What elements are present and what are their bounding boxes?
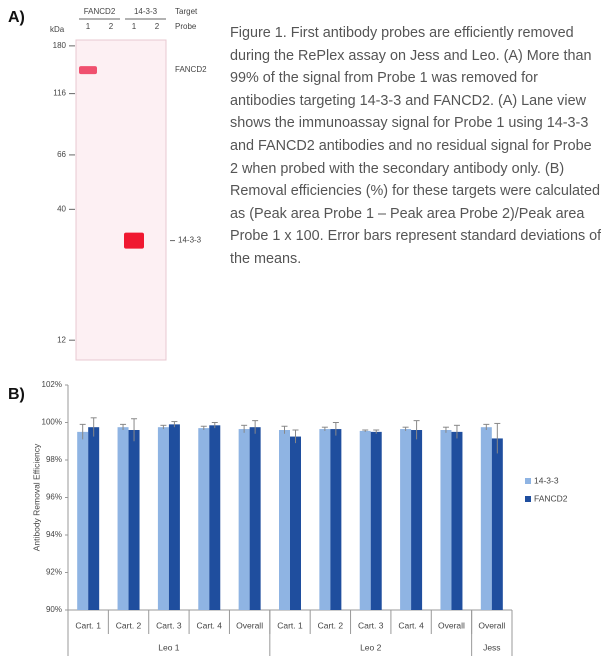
x-tick-label: Cart. 2 bbox=[116, 620, 142, 630]
y-axis-label: kDa bbox=[50, 25, 65, 34]
x-tick-label: Overall bbox=[478, 620, 505, 630]
bar bbox=[77, 432, 88, 610]
target-label: 14-3-3 bbox=[134, 7, 158, 16]
bar bbox=[290, 437, 301, 610]
probe-label: 1 bbox=[132, 22, 137, 31]
bar bbox=[250, 427, 261, 610]
probe-label: 1 bbox=[86, 22, 91, 31]
x-tick-label: Overall bbox=[236, 620, 263, 630]
y-tick-label: 92% bbox=[46, 568, 62, 577]
group-label: Leo 2 bbox=[360, 642, 382, 652]
page: A) B) kDa Target Probe 180116664012FANCD… bbox=[0, 0, 601, 656]
y-axis-label: Antibody Removal Efficiency bbox=[31, 443, 41, 551]
y-tick-label: 180 bbox=[53, 41, 67, 50]
probe-header: Probe bbox=[175, 22, 197, 31]
bar bbox=[400, 429, 411, 610]
band-label: FANCD2 bbox=[175, 65, 207, 74]
bar bbox=[279, 430, 290, 610]
bar bbox=[118, 427, 129, 610]
bar bbox=[371, 432, 382, 610]
target-label: FANCD2 bbox=[84, 7, 116, 16]
x-tick-label: Cart. 3 bbox=[358, 620, 384, 630]
group-label: Jess bbox=[483, 642, 500, 652]
bar bbox=[239, 429, 250, 610]
bar bbox=[169, 424, 180, 610]
probe-label: 2 bbox=[155, 22, 160, 31]
band bbox=[124, 233, 144, 249]
bar bbox=[129, 430, 140, 610]
bar bbox=[360, 431, 371, 610]
bar bbox=[88, 427, 99, 610]
probe-label: 2 bbox=[109, 22, 114, 31]
bar bbox=[411, 430, 422, 610]
legend-label: 14-3-3 bbox=[534, 475, 559, 485]
x-tick-label: Cart. 4 bbox=[197, 620, 223, 630]
y-tick-label: 96% bbox=[46, 493, 62, 502]
bar bbox=[492, 438, 503, 610]
y-tick-label: 40 bbox=[57, 204, 66, 213]
bar bbox=[319, 429, 330, 610]
y-tick-label: 116 bbox=[53, 89, 66, 98]
band-label: 14-3-3 bbox=[178, 236, 202, 245]
y-tick-label: 102% bbox=[42, 380, 62, 389]
bar bbox=[481, 427, 492, 610]
legend-swatch bbox=[525, 478, 531, 484]
target-header: Target bbox=[175, 7, 198, 16]
legend-label: FANCD2 bbox=[534, 493, 568, 503]
panel-label: A) bbox=[8, 9, 25, 26]
x-tick-label: Cart. 1 bbox=[75, 620, 101, 630]
x-tick-label: Overall bbox=[438, 620, 465, 630]
y-tick-label: 90% bbox=[46, 605, 62, 614]
blot bbox=[76, 40, 166, 360]
caption: Figure 1. First antibody probes are effi… bbox=[230, 22, 601, 271]
x-tick-label: Cart. 2 bbox=[318, 620, 344, 630]
y-tick-label: 98% bbox=[46, 455, 62, 464]
x-tick-label: Cart. 4 bbox=[398, 620, 424, 630]
band bbox=[79, 66, 97, 74]
x-tick-label: Cart. 1 bbox=[277, 620, 303, 630]
x-tick-label: Cart. 3 bbox=[156, 620, 182, 630]
y-tick-label: 12 bbox=[57, 335, 66, 344]
panel-label: B) bbox=[8, 386, 25, 403]
bar bbox=[440, 430, 451, 610]
legend-swatch bbox=[525, 496, 531, 502]
bar bbox=[451, 432, 462, 610]
y-tick-label: 66 bbox=[57, 150, 66, 159]
bar bbox=[330, 429, 341, 610]
bar bbox=[158, 427, 169, 610]
group-label: Leo 1 bbox=[158, 642, 180, 652]
bar bbox=[209, 425, 220, 610]
y-tick-label: 100% bbox=[42, 418, 62, 427]
y-tick-label: 94% bbox=[46, 530, 62, 539]
bar bbox=[198, 428, 209, 610]
